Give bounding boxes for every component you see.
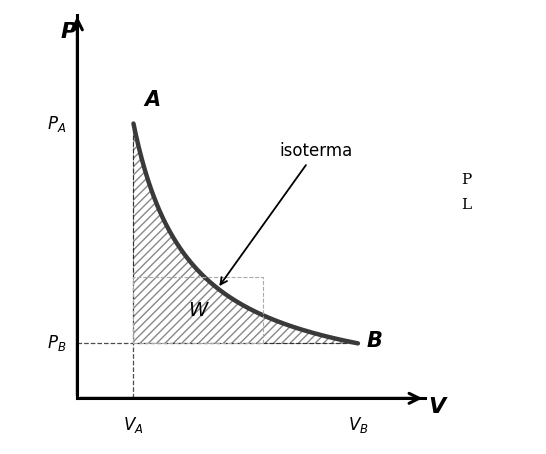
- Text: isoterma: isoterma: [221, 142, 353, 285]
- Text: A: A: [145, 90, 161, 110]
- Text: $P_B$: $P_B$: [47, 333, 66, 353]
- Text: B: B: [366, 331, 382, 350]
- Text: V: V: [428, 396, 446, 417]
- Text: $P_A$: $P_A$: [47, 114, 66, 133]
- Text: W: W: [188, 301, 207, 320]
- Text: L: L: [461, 198, 472, 212]
- Polygon shape: [133, 123, 358, 343]
- Text: P: P: [461, 173, 472, 187]
- Text: $V_B$: $V_B$: [348, 415, 368, 435]
- Text: $V_A$: $V_A$: [123, 415, 144, 435]
- Text: P: P: [61, 22, 77, 42]
